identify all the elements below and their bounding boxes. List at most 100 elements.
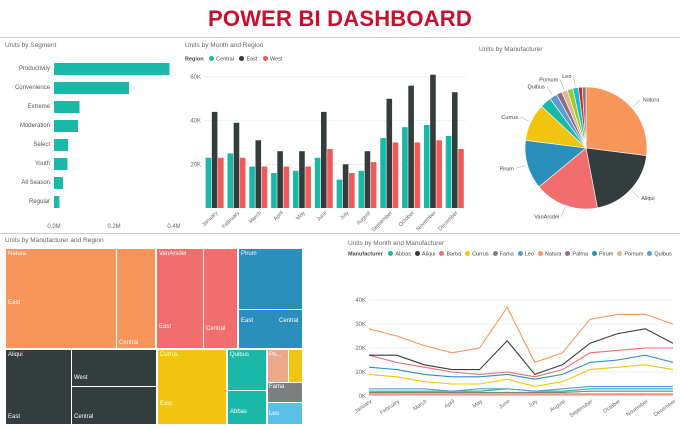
segment-x-tick-1: 0.2M [107,224,120,230]
units-by-manufacturer-region-panel[interactable]: Units by Manufacturer and Region Natura … [2,235,303,425]
treemap-quibus-tile[interactable] [227,349,267,391]
treemap-po-label: Po... [269,352,282,358]
region-y-tick-1: 40K [190,119,201,125]
treemap-natura-east-label: East [8,300,21,306]
legend-dot-pirum [592,251,597,256]
units-by-month-region-title: Units by Month and Region [185,42,264,49]
treemap-vanarsdel-central-tile[interactable] [203,248,238,349]
segment-bar-extreme [54,101,80,113]
pie-label-natura: Natura [643,98,660,104]
line-series-pirum [368,354,674,380]
region-bar-april-east [277,151,283,208]
treemap-aliqui-central-tile[interactable] [71,386,157,425]
pie-leader-vanarsdel [561,207,565,217]
line-x-tick-february: February [379,399,401,417]
region-bar-january-west [218,157,224,208]
segment-bar-regular [54,196,60,208]
region-x-tick-december: December [437,210,459,232]
units-by-month-manufacturer-title: Units by Month and Manufacturer [348,240,445,247]
region-legend-label: Region [185,56,204,63]
region-x-tick-may: May [295,210,307,222]
treemap-aliqui-tile[interactable] [5,349,72,425]
line-y-tick-0: 0K [359,394,366,400]
line-y-tick-3: 30K [355,322,366,328]
treemap-leo-label: Leo [269,411,280,417]
treemap-vanarsdel-tile[interactable] [156,248,204,349]
region-bar-august-east [364,151,371,208]
line-y-tick-4: 40K [355,298,366,304]
region-x-tick-september: September [371,210,394,232]
units-by-segment-title: Units by Segment [5,42,57,49]
pie-leader-currus [519,116,530,122]
region-bar-july-west [349,173,355,208]
treemap-aliqui-east-tile[interactable] [71,349,157,387]
treemap-natura-central-tile[interactable] [116,248,156,349]
region-x-tick-march: March [248,210,263,225]
units-by-segment-panel[interactable]: Units by Segment Productivity Convenience… [2,40,181,232]
region-bar-january-central [205,157,212,208]
east-legend-dot [239,56,245,61]
treemap-aliqui-central-label: Central [74,414,94,420]
legend-dot-palma [565,251,571,256]
units-by-month-manufacturer-panel[interactable]: Units by Month and Manufacturer Manufact… [345,238,678,425]
treemap-pirum-tile[interactable] [238,248,303,310]
legend-label-aliqui: Aliqui [421,251,436,258]
segment-label-convenience: Convenience [15,85,51,91]
units-by-month-region-chart: 20K 40K 60K January February March April May Jun… [190,74,466,233]
region-x-tick-july: July [339,210,350,221]
pie-label-currus: Currus [501,115,518,121]
legend-label-quibus: Quibus [654,251,672,258]
line-series-vanarsdel [368,347,673,378]
line-y-tick-1: 10K [355,370,366,376]
units-by-manufacturer-title: Units by Manufacturer [479,46,543,53]
legend-dot-currus [465,251,471,256]
pie-leader-aliqui [631,190,640,199]
pie-slice-other-12 [581,86,587,149]
pie-slice-aliqui [585,147,647,209]
segment-label-all-season: All Season [21,180,50,186]
region-bar-february-central [227,153,234,208]
region-bar-november-central [423,124,430,208]
treemap-aliqui-west-label: West [74,375,88,381]
segment-bar-all-season [54,177,63,189]
region-legend: Region Central East West [185,56,282,63]
legend-dot-leo [517,251,523,256]
segment-bar-moderation [54,120,78,132]
pie-label-pirum: Pirum [500,166,515,172]
region-y-tick-2: 60K [190,75,201,81]
region-x-tick-october: October [398,210,416,228]
region-bar-september-west [392,142,399,208]
treemap-leo-tile[interactable] [267,402,303,425]
treemap-abbas-tile[interactable] [227,390,267,425]
treemap-pirum-central-tile[interactable] [238,309,303,349]
legend-label-leo: Leo [524,251,534,258]
treemap-aliqui-label: Aliqui [8,352,23,358]
legend-label-barba: Barba [446,251,462,258]
line-x-tick-july: July [528,399,540,410]
treemap-natura-tile[interactable] [5,248,117,349]
units-by-manufacturer-panel[interactable]: Units by Manufacturer Natura Aliqui VanArs… [476,44,678,230]
treemap: Natura East Central VanArsdel East Centr… [5,248,303,425]
region-bar-december-central [445,135,452,208]
segment-label-extreme: Extreme [28,104,51,110]
treemap-pirum-label: Pirum [241,251,257,257]
region-bar-june-central [314,157,321,208]
treemap-small-tile-1[interactable] [288,349,303,383]
region-bar-july-east [342,164,349,208]
legend-dot-abbas [388,251,394,256]
units-by-month-region-panel[interactable]: Units by Month and Region Region Central… [182,40,472,233]
region-bar-may-central [292,170,299,208]
treemap-currus-tile[interactable] [157,349,227,425]
treemap-vanarsdel-east-label: East [159,324,172,330]
east-legend-label: East [246,56,258,63]
region-bar-november-east [430,74,436,208]
segment-bar-productivity [54,63,170,75]
segment-bar-select [54,139,69,151]
pie-slice-natura [585,86,648,156]
legend-dot-aliqui [414,251,420,256]
treemap-currus-east-label: East [160,401,173,407]
legend-label-currus: Currus [472,251,489,258]
segment-x-tick-0: 0.0M [47,224,60,230]
legend-label-abbas: Abbas [395,251,411,258]
treemap-natura-central-label: Central [119,340,139,346]
